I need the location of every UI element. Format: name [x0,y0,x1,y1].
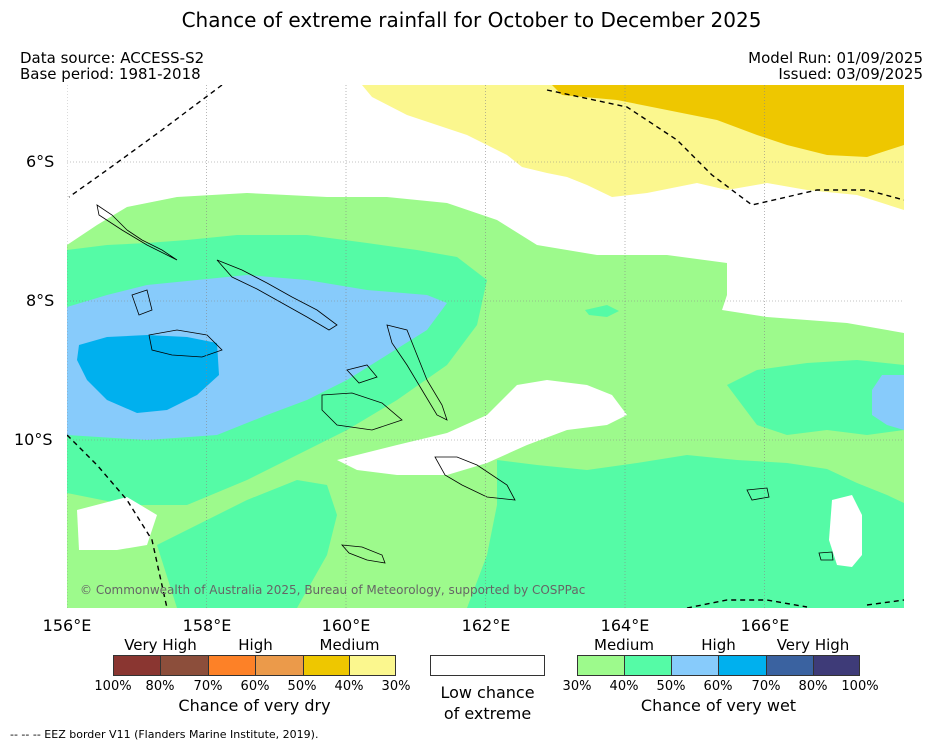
low-chance-caption: Low chance of extreme [430,682,545,724]
lon-label: 160°E [321,616,371,635]
low-caption-line: Low chance [440,683,535,702]
lon-label: 156°E [42,616,92,635]
low-chance-southeast [829,495,862,567]
lon-label: 166°E [740,616,790,635]
wet-tick: 40% [609,679,639,694]
wet-swatch [718,655,767,676]
low-chance-central [337,380,627,475]
lon-label: 164°E [600,616,650,635]
wet-tick: 100% [841,679,879,694]
wet-category: High [701,636,736,654]
dry-swatch [303,655,350,676]
island-shape [96,204,178,261]
wet-swatch [766,655,814,676]
wet-tick: 60% [703,679,733,694]
dry-category: Medium [319,636,380,654]
dry-tick: 60% [240,679,270,694]
eez-border-line [546,89,904,206]
eez-border [67,85,904,608]
lat-label: 8°S [26,291,55,310]
wet-60-region [77,335,219,413]
lat-label: 10°S [14,430,53,449]
base-period: Base period: 1981-2018 [20,65,201,83]
dry-swatch [255,655,304,676]
wet-40-southeast [467,455,904,608]
dry-tick: 30% [381,679,411,694]
dry-caption: Chance of very dry [178,696,331,715]
wet-40-east [727,360,904,435]
island-shape [818,551,834,561]
island-shape [386,324,448,421]
coastline [96,204,834,564]
eez-footnote: -- -- -- EEZ border V11 (Flanders Marine… [10,728,319,741]
dry-category: High [238,636,273,654]
wet-tick: 70% [751,679,781,694]
island-shape [321,392,403,431]
island-shape [746,487,770,501]
dry-swatch [208,655,256,676]
wet-swatch [624,655,672,676]
eez-border-line [67,434,168,608]
run-info: Model Run: 01/09/2025 Issued: 03/09/2025 [748,50,923,82]
dry-category: Very High [124,636,197,654]
copyright: © Commonwealth of Australia 2025, Bureau… [80,583,586,597]
island-shape [131,289,153,316]
wet-category: Medium [594,636,654,654]
eez-border-line [68,85,223,198]
map-title: Chance of extreme rainfall for October t… [181,8,762,32]
low-chance-swatch [430,655,545,676]
dry-tick: 70% [193,679,223,694]
island-shape [216,259,338,331]
data-source: Data source: ACCESS-S2 [20,49,205,67]
wet-40-south [157,480,337,608]
dry-50-region [552,85,904,157]
dry-tick: 100% [94,679,132,694]
wet-caption: Chance of very wet [640,696,797,715]
wet-category: Very High [776,636,850,654]
wet-40-spot [585,305,619,317]
lon-label: 162°E [461,616,511,635]
model-run: Model Run: 01/09/2025 [748,49,923,67]
lat-label: 6°S [26,152,55,171]
dry-tick: 40% [334,679,364,694]
rainfall-map [67,85,904,608]
graticule [67,85,904,608]
island-shape [434,456,516,501]
wet-tick: 80% [798,679,828,694]
dry-tick: 50% [287,679,317,694]
wet-swatch [813,655,860,676]
wet-tick: 50% [656,679,686,694]
low-caption-line: of extreme [443,704,532,723]
wet-swatch [577,655,625,676]
eez-border-line [866,599,904,606]
wet-tick: 30% [562,679,592,694]
island-shape [341,544,386,564]
eez-border-line [686,599,808,608]
dry-swatch [349,655,396,676]
dry-swatch [160,655,209,676]
island-shape [148,329,223,358]
issued-date: Issued: 03/09/2025 [778,65,923,83]
wet-50-east [872,375,904,430]
lon-label: 158°E [182,616,232,635]
wet-swatch [671,655,719,676]
dry-tick: 80% [145,679,175,694]
data-info: Data source: ACCESS-S2 Base period: 1981… [20,50,204,82]
low-chance-southwest [77,497,157,550]
dry-swatch [113,655,161,676]
island-shape [346,364,378,384]
